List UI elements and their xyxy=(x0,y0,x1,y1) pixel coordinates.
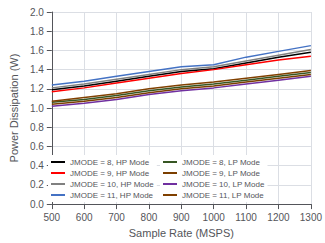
svg-text:JMODE = 8, LP Mode: JMODE = 8, LP Mode xyxy=(182,158,260,167)
svg-text:1.8: 1.8 xyxy=(30,26,44,37)
svg-text:0.6: 0.6 xyxy=(30,141,44,152)
svg-text:500: 500 xyxy=(43,212,60,223)
svg-text:JMODE = 11, LP Mode: JMODE = 11, LP Mode xyxy=(182,191,264,200)
svg-text:0.2: 0.2 xyxy=(30,179,44,190)
svg-text:1000: 1000 xyxy=(203,212,226,223)
svg-text:1.2: 1.2 xyxy=(30,83,44,94)
svg-text:1.4: 1.4 xyxy=(30,64,44,75)
svg-text:JMODE = 10, LP Mode: JMODE = 10, LP Mode xyxy=(182,180,265,189)
svg-text:600: 600 xyxy=(76,212,93,223)
svg-text:900: 900 xyxy=(173,212,190,223)
svg-text:700: 700 xyxy=(108,212,125,223)
svg-text:2.0: 2.0 xyxy=(30,7,44,18)
svg-text:1.6: 1.6 xyxy=(30,45,44,56)
svg-text:1100: 1100 xyxy=(235,212,257,223)
svg-text:0.8: 0.8 xyxy=(30,122,44,133)
svg-text:Sample Rate (MSPS): Sample Rate (MSPS) xyxy=(129,227,234,239)
svg-text:Power Dissipation (W): Power Dissipation (W) xyxy=(8,54,20,163)
svg-text:JMODE = 8, HP Mode: JMODE = 8, HP Mode xyxy=(70,158,150,167)
svg-text:0.0: 0.0 xyxy=(30,199,44,210)
svg-text:JMODE = 9, HP Mode: JMODE = 9, HP Mode xyxy=(70,169,150,178)
svg-text:1300: 1300 xyxy=(300,212,323,223)
svg-text:1200: 1200 xyxy=(267,212,290,223)
svg-text:0.4: 0.4 xyxy=(30,160,44,171)
svg-text:JMODE = 11, HP Mode: JMODE = 11, HP Mode xyxy=(70,191,154,200)
svg-text:800: 800 xyxy=(141,212,158,223)
svg-text:JMODE = 10, HP Mode: JMODE = 10, HP Mode xyxy=(70,180,154,189)
svg-text:JMODE = 9, LP Mode: JMODE = 9, LP Mode xyxy=(182,169,260,178)
svg-text:1.0: 1.0 xyxy=(30,103,44,114)
